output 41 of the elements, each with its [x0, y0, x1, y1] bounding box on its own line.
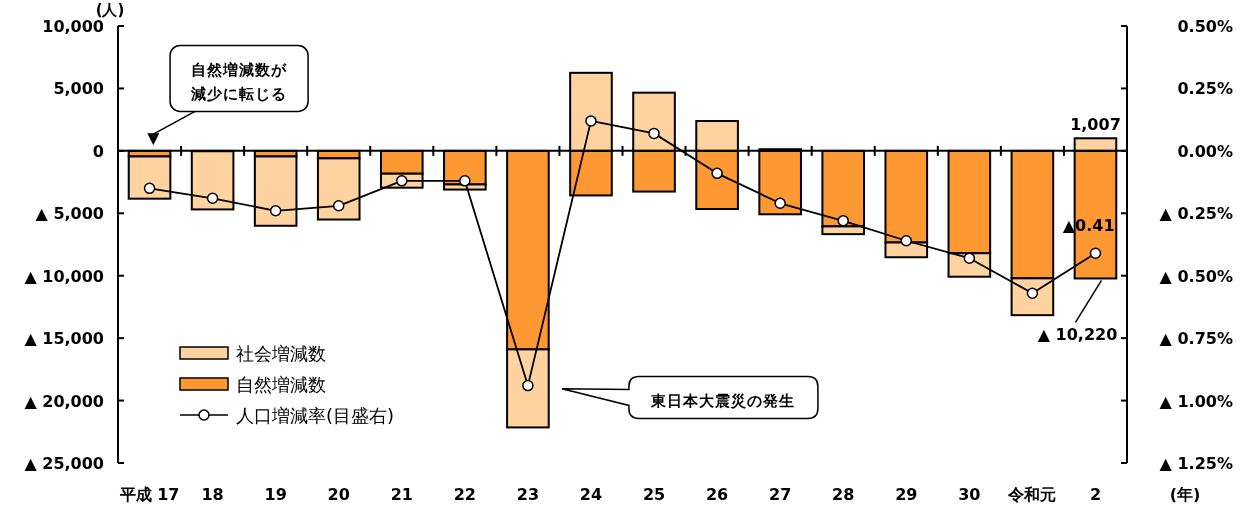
x-tick-label: 24: [579, 485, 603, 504]
y2-tick-label: ▲ 1.00%: [1159, 391, 1233, 411]
annotation: 自然増減数が減少に転じる: [190, 61, 288, 104]
legend-label: 人口増減率(目盛右): [236, 405, 395, 426]
x-tick-label: 27: [769, 485, 792, 504]
x-tick-label: 2: [1089, 485, 1102, 504]
x-tick-label: 28: [832, 485, 855, 504]
y2-tick-label: 0.00%: [1177, 141, 1233, 161]
y2-tick-label: ▲ 0.75%: [1159, 329, 1233, 349]
y2-tick-label: ▲ 0.25%: [1159, 204, 1233, 224]
y-tick-label: ▲ 20,000: [24, 391, 104, 411]
y-tick-label: 5,000: [53, 79, 104, 99]
x-tick-label: 26: [705, 485, 729, 504]
y-axis-title: (人): [95, 1, 125, 19]
y-tick-label: 10,000: [42, 17, 104, 36]
x-tick-label: 29: [895, 485, 918, 504]
x-tick-label: 23: [516, 485, 540, 504]
x-axis-title: (年): [1169, 485, 1201, 504]
x-tick-label: 20: [327, 485, 350, 504]
legend-label: 自然増減数: [236, 374, 326, 395]
annotation: ▲ 10,220: [1037, 325, 1118, 345]
data-label: 1,007: [1070, 115, 1121, 135]
y2-tick-label: ▲ 0.50%: [1159, 266, 1233, 286]
y2-tick-label: ▲ 1.25%: [1159, 454, 1233, 473]
y-tick-label: ▲ 10,000: [24, 266, 104, 286]
x-tick-label: 30: [958, 485, 981, 504]
x-tick-label: 令和元: [1007, 485, 1057, 504]
y-tick-label: ▲ 5,000: [35, 204, 104, 224]
x-tick-label: 22: [453, 485, 476, 504]
x-tick-label: 18: [201, 485, 224, 504]
x-tick-label: 21: [390, 485, 413, 504]
x-tick-label: 25: [642, 485, 666, 504]
annotation: 東日本大震災の発生: [650, 392, 796, 411]
y-tick-label: 0: [92, 141, 104, 161]
x-tick-label: 平成 17: [118, 485, 180, 504]
x-tick-label: 19: [264, 485, 287, 504]
y2-tick-label: 0.50%: [1177, 17, 1233, 36]
y2-tick-label: 0.25%: [1177, 79, 1233, 99]
y-tick-label: ▲ 15,000: [24, 329, 104, 349]
legend-label: 社会増減数: [236, 343, 326, 364]
y-tick-label: ▲ 25,000: [24, 454, 104, 473]
